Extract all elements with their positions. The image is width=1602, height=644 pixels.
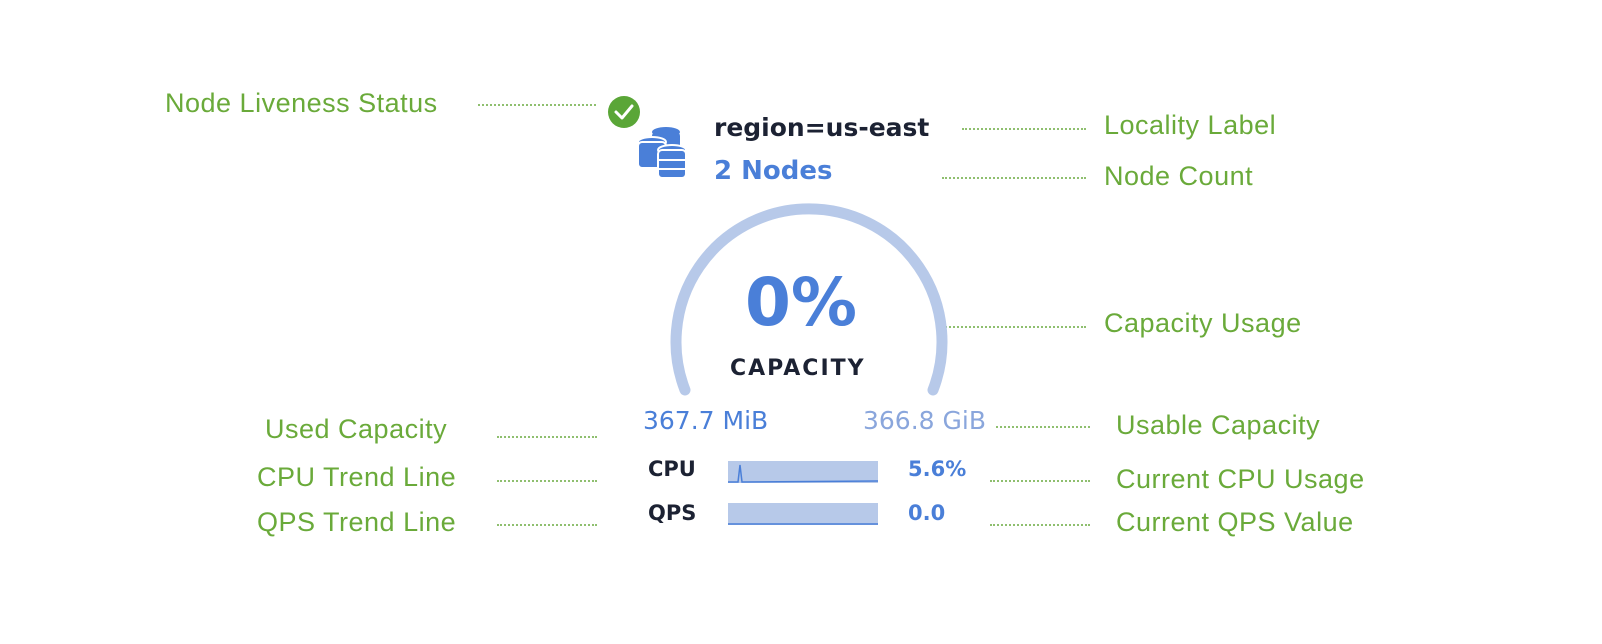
annotation-current-qps: Current QPS Value — [1116, 507, 1354, 537]
check-circle-icon — [608, 96, 640, 128]
node-count: 2 Nodes — [714, 156, 833, 186]
qps-label: QPS — [648, 501, 697, 525]
qps-value: 0.0 — [908, 501, 946, 525]
annotation-used-capacity: Used Capacity — [265, 414, 448, 444]
capacity-gauge — [670, 203, 948, 396]
leader-line — [497, 524, 597, 526]
usable-capacity: 366.8 GiB — [863, 406, 986, 435]
qps-sparkline — [728, 503, 878, 525]
database-stack-icon — [637, 127, 687, 179]
leader-line — [497, 480, 597, 482]
cpu-sparkline — [728, 461, 879, 483]
leader-line — [942, 326, 1086, 328]
leader-line — [990, 480, 1090, 482]
annotation-qps-trend: QPS Trend Line — [257, 507, 457, 537]
leader-line — [990, 524, 1090, 526]
locality-label[interactable]: region=us-east — [714, 113, 930, 142]
annotation-current-cpu: Current CPU Usage — [1116, 464, 1365, 494]
used-capacity: 367.7 MiB — [643, 406, 769, 435]
leader-line — [942, 177, 1086, 179]
annotation-node-count: Node Count — [1104, 161, 1254, 191]
leader-line — [962, 128, 1086, 130]
leader-line — [497, 436, 597, 438]
capacity-label: CAPACITY — [730, 356, 866, 381]
annotation-locality: Locality Label — [1104, 110, 1277, 140]
annotation-usable-capacity: Usable Capacity — [1116, 410, 1321, 440]
cpu-value: 5.6% — [908, 457, 967, 481]
annotation-capacity-usage: Capacity Usage — [1104, 308, 1302, 338]
cpu-label: CPU — [648, 457, 696, 481]
annotation-cpu-trend: CPU Trend Line — [257, 462, 457, 492]
leader-line — [996, 426, 1090, 428]
capacity-percent: 0% — [744, 264, 858, 341]
leader-line — [478, 104, 596, 106]
annotation-liveness: Node Liveness Status — [165, 88, 438, 118]
